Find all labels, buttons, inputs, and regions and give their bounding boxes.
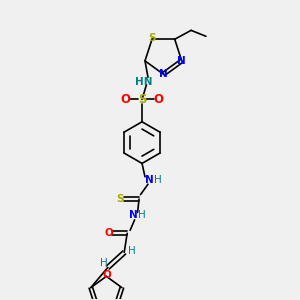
Text: O: O	[105, 228, 114, 238]
Text: N: N	[159, 69, 168, 79]
Text: S: S	[138, 93, 146, 106]
Text: S: S	[116, 194, 124, 204]
Text: HN: HN	[135, 77, 152, 87]
Text: N: N	[145, 175, 154, 185]
Text: N: N	[177, 56, 186, 66]
Text: S: S	[148, 33, 156, 43]
Text: O: O	[121, 93, 131, 106]
Text: H: H	[154, 175, 162, 185]
Text: N: N	[129, 210, 137, 220]
Text: H: H	[138, 210, 145, 220]
Text: O: O	[153, 93, 164, 106]
Text: O: O	[103, 270, 112, 280]
Text: H: H	[128, 246, 136, 256]
Text: H: H	[100, 258, 107, 268]
